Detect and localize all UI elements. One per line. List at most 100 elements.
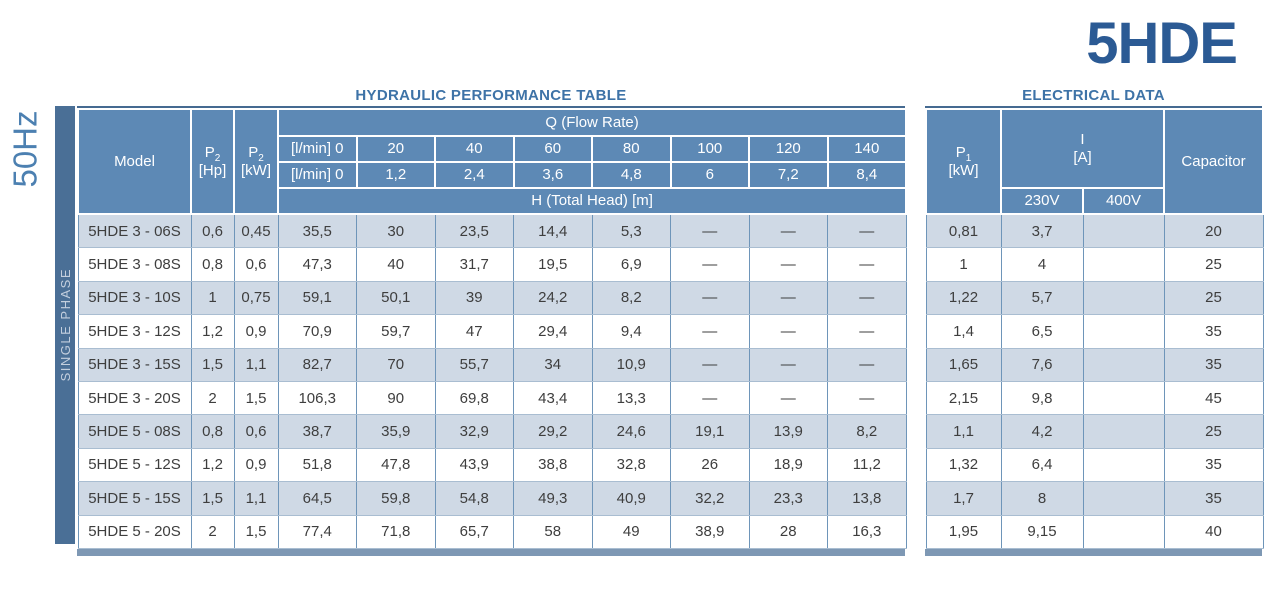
capacitor-cell: 20 xyxy=(1163,213,1264,249)
p2-kw-unit: [kW] xyxy=(241,161,271,179)
flow-lmin-header: 80 xyxy=(591,135,672,163)
frequency-label-wrap: 50Hz xyxy=(0,100,52,198)
head-value-cell: 59,1 xyxy=(277,280,357,316)
model-cell: 5HDE 3 - 10S xyxy=(77,280,192,316)
hydraulic-table-row: 5HDE 3 - 10S 1 0,75 59,1 50,1 39 24,2 8,… xyxy=(77,280,907,316)
flow-rate-group-header: Q (Flow Rate) xyxy=(276,108,908,137)
flow-lmin-header: 60 xyxy=(512,135,593,163)
table-bottom-bar xyxy=(925,548,1262,556)
p1-kw-cell: 1,7 xyxy=(925,481,1002,516)
model-cell: 5HDE 5 - 08S xyxy=(77,414,192,449)
head-value-cell: 19,1 xyxy=(670,414,750,449)
flow-m3h-header: 7,2 xyxy=(748,161,829,189)
hydraulic-table-row: 5HDE 5 - 15S 1,5 1,1 64,5 59,8 54,8 49,3… xyxy=(77,481,907,516)
electrical-table-row: 1 4 25 xyxy=(925,247,1264,282)
current-symbol: I xyxy=(1080,131,1085,149)
p1-kw-cell: 0,81 xyxy=(925,213,1002,249)
head-value-cell: 32,9 xyxy=(434,414,514,449)
table-bottom-bar xyxy=(77,548,905,556)
p2-kw-cell: 0,9 xyxy=(233,314,279,349)
frequency-label: 50Hz xyxy=(7,110,45,188)
current-230v-cell: 6,5 xyxy=(1000,314,1084,349)
p1-kw-cell: 1,32 xyxy=(925,447,1002,483)
head-value-cell: 13,3 xyxy=(591,380,671,416)
head-value-cell: 49 xyxy=(591,514,671,549)
current-400v-cell xyxy=(1082,280,1165,316)
hydraulic-table-title: HYDRAULIC PERFORMANCE TABLE xyxy=(355,87,627,104)
electrical-table-row: 1,95 9,15 40 xyxy=(925,514,1264,549)
head-value-cell: 26 xyxy=(670,447,750,483)
p2-hp-column-header: P2 [Hp] xyxy=(190,108,235,215)
current-unit: [A] xyxy=(1073,148,1092,166)
head-value-cell: 31,7 xyxy=(434,247,514,282)
head-value-cell: 10,9 xyxy=(591,347,671,382)
p1-subscript: 1 xyxy=(965,153,972,165)
head-value-cell: 38,9 xyxy=(670,514,750,549)
capacitor-cell: 35 xyxy=(1163,314,1264,349)
head-value-cell: 30 xyxy=(356,213,436,249)
head-value-cell: 32,2 xyxy=(670,481,750,516)
head-value-cell: 39 xyxy=(434,280,514,316)
head-value-cell: 24,2 xyxy=(513,280,593,316)
head-value-cell: 35,9 xyxy=(356,414,436,449)
head-value-cell: 34 xyxy=(513,347,593,382)
head-value-cell: 69,8 xyxy=(434,380,514,416)
electrical-table-row: 2,15 9,8 45 xyxy=(925,380,1264,416)
current-400v-cell xyxy=(1082,481,1165,516)
head-value-cell: 47,3 xyxy=(277,247,357,282)
voltage-400v-header: 400V xyxy=(1082,187,1165,215)
current-230v-cell: 9,15 xyxy=(1000,514,1084,549)
electrical-table-row: 1,32 6,4 35 xyxy=(925,447,1264,483)
head-value-cell: 8,2 xyxy=(591,280,671,316)
flow-lmin-header: 20 xyxy=(355,135,436,163)
hydraulic-table-row: 5HDE 5 - 08S 0,8 0,6 38,7 35,9 32,9 29,2… xyxy=(77,414,907,449)
p1-kw-column-header: P1 [kW] xyxy=(925,108,1002,215)
hydraulic-performance-table: Model P2 [Hp] P2 [kW] Q (Flow Rate) [l/m… xyxy=(77,106,908,556)
head-value-cell: 59,8 xyxy=(356,481,436,516)
electrical-data-title: ELECTRICAL DATA xyxy=(1022,87,1165,104)
head-value-cell: 82,7 xyxy=(277,347,357,382)
head-value-cell: — xyxy=(827,280,907,316)
head-value-cell: 70 xyxy=(356,347,436,382)
flow-lmin-header: 100 xyxy=(669,135,750,163)
head-value-cell: 106,3 xyxy=(277,380,357,416)
current-400v-cell xyxy=(1082,414,1165,449)
p2-kw-cell: 0,75 xyxy=(233,280,279,316)
electrical-table-row: 1,22 5,7 25 xyxy=(925,280,1264,316)
current-230v-cell: 7,6 xyxy=(1000,347,1084,382)
head-value-cell: 40 xyxy=(356,247,436,282)
head-value-cell: 13,9 xyxy=(748,414,828,449)
current-400v-cell xyxy=(1082,314,1165,349)
head-value-cell: 16,3 xyxy=(827,514,907,549)
capacitor-cell: 40 xyxy=(1163,514,1264,549)
flow-lmin-header: 40 xyxy=(434,135,515,163)
p1-kw-cell: 1,4 xyxy=(925,314,1002,349)
current-400v-cell xyxy=(1082,347,1165,382)
p2-kw-cell: 1,1 xyxy=(233,347,279,382)
model-cell: 5HDE 3 - 15S xyxy=(77,347,192,382)
head-value-cell: — xyxy=(748,380,828,416)
capacitor-cell: 25 xyxy=(1163,247,1264,282)
current-400v-cell xyxy=(1082,247,1165,282)
p1-kw-cell: 1,95 xyxy=(925,514,1002,549)
hydraulic-table-row: 5HDE 3 - 20S 2 1,5 106,3 90 69,8 43,4 13… xyxy=(77,380,907,416)
p2-hp-unit: [Hp] xyxy=(198,161,227,179)
head-value-cell: — xyxy=(748,314,828,349)
head-value-cell: — xyxy=(670,280,750,316)
p2-kw-cell: 0,9 xyxy=(233,447,279,483)
head-value-cell: 14,4 xyxy=(513,213,593,249)
current-230v-cell: 9,8 xyxy=(1000,380,1084,416)
head-value-cell: 23,5 xyxy=(434,213,514,249)
capacitor-column-header: Capacitor xyxy=(1163,108,1264,215)
head-value-cell: 38,8 xyxy=(513,447,593,483)
head-value-cell: — xyxy=(827,213,907,249)
flow-m3h-header: 4,8 xyxy=(591,161,672,189)
table-top-edge xyxy=(77,106,905,108)
head-value-cell: 29,4 xyxy=(513,314,593,349)
product-series-title: 5HDE xyxy=(1086,11,1238,76)
head-value-cell: 50,1 xyxy=(356,280,436,316)
head-value-cell: 8,2 xyxy=(827,414,907,449)
p2-kw-cell: 1,1 xyxy=(233,481,279,516)
hydraulic-table-row: 5HDE 3 - 08S 0,8 0,6 47,3 40 31,7 19,5 6… xyxy=(77,247,907,282)
capacitor-cell: 25 xyxy=(1163,280,1264,316)
